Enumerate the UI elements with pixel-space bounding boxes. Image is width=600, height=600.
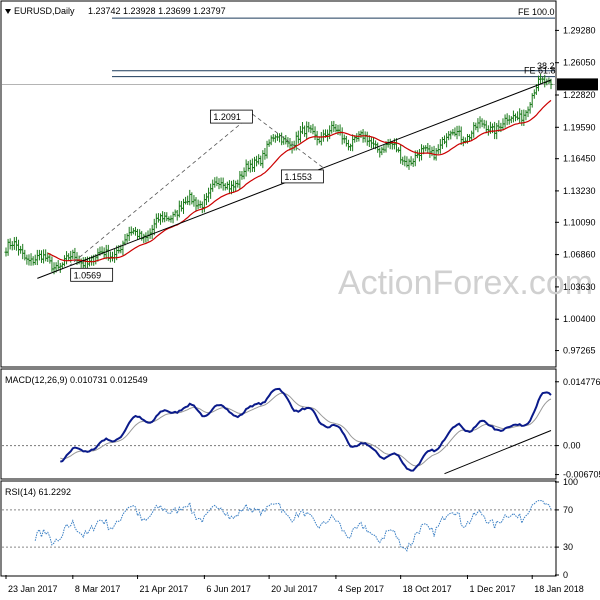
projection-line [252, 113, 324, 169]
macd-y-axis: 0.014776 0.00 -0.006705 [555, 377, 600, 480]
macd-panel: 0.014776 0.00 -0.006705 MACD(12,26,9) 0.01… [0, 368, 600, 480]
price-annotations: 1.0569 1.2091 1.1553 FE 100.0 FE 61.838.2 [70, 7, 556, 282]
x-tick-label: 18 Oct 2017 [403, 584, 452, 594]
macd-y-tick-label: 0.014776 [563, 377, 600, 387]
macd-signal-line [60, 392, 552, 467]
low-label-box [70, 267, 114, 282]
macd-y-tick-label: -0.006705 [563, 470, 600, 480]
low-label: 1.0569 [74, 270, 102, 280]
header-ohlc: 1.23742 1.23928 1.23699 1.23797 [88, 6, 226, 16]
high-label: 1.2091 [213, 112, 241, 122]
macd-panel-frame [0, 368, 557, 480]
dropdown-triangle-icon[interactable] [5, 9, 11, 14]
fib-lines [2, 17, 555, 85]
price-y-tick-label: 1.00400 [563, 314, 596, 324]
x-tick-label: 6 Jun 2017 [206, 584, 251, 594]
rsi-y-tick-label: 70 [563, 505, 573, 515]
low-label-box [280, 169, 324, 184]
current-price-label: 1.23797 [560, 79, 593, 89]
macd-lines [2, 387, 555, 475]
price-y-axis: 1.29280 1.26050 1.22820 1.19590 1.16450 1.132… [555, 25, 598, 356]
projection-line [68, 113, 253, 267]
low-label: 1.1553 [284, 172, 312, 182]
rsi-y-tick-label: 0 [563, 570, 568, 580]
high-label-box [209, 109, 253, 124]
x-tick-label: 18 Jan 2018 [534, 584, 584, 594]
rsi-lines [2, 500, 555, 552]
x-axis: 23 Jan 2017 8 Mar 2017 21 Apr 2017 6 Jun 20… [5, 575, 584, 594]
price-y-tick-label: 1.06860 [563, 250, 596, 260]
rsi-title: RSI(14) 61.2292 [5, 487, 71, 497]
price-panel-frame [0, 0, 557, 368]
x-tick-label: 23 Jan 2017 [8, 584, 58, 594]
current-price-marker [557, 78, 598, 91]
header-symbol: EURUSD,Daily [14, 6, 75, 16]
x-tick-label: 20 Jul 2017 [271, 584, 318, 594]
rsi-y-tick-label: 100 [563, 477, 578, 487]
macd-trendline [444, 430, 552, 475]
price-y-tick-label: 1.22820 [563, 90, 596, 100]
price-y-tick-label: 1.16450 [563, 154, 596, 164]
price-y-tick-label: 1.19590 [563, 122, 596, 132]
rsi-panel-frame [0, 480, 557, 577]
fib-label: FE 100.0 [518, 7, 555, 17]
price-y-tick-label: 1.13230 [563, 186, 596, 196]
rsi-panel: 100 70 30 0 RSI(14) 61.2292 [0, 477, 578, 580]
fib-label: 38.2 [537, 61, 555, 71]
x-tick-label: 21 Apr 2017 [140, 584, 189, 594]
rsi-y-tick-label: 30 [563, 542, 573, 552]
macd-title: MACD(12,26,9) 0.010731 0.012549 [5, 375, 148, 385]
price-y-tick-label: 1.10090 [563, 217, 596, 227]
x-tick-label: 1 Dec 2017 [469, 584, 515, 594]
moving-average-line [47, 99, 552, 263]
price-panel: ActionForex.com 1.29280 1.26050 1.22820 1.1… [0, 0, 598, 368]
price-y-tick-label: 1.26050 [563, 58, 596, 68]
price-y-tick-label: 1.29280 [563, 25, 596, 35]
macd-line [60, 387, 552, 472]
rsi-y-axis: 100 70 30 0 [555, 477, 578, 580]
macd-y-tick-label: 0.00 [563, 441, 581, 451]
chart-header: EURUSD,Daily 1.23742 1.23928 1.23699 1.2… [5, 6, 226, 16]
x-tick-label: 4 Sep 2017 [338, 584, 384, 594]
price-y-tick-label: 0.97265 [563, 346, 596, 356]
watermark: ActionForex.com [338, 264, 593, 302]
price-y-tick-label: 1.03630 [563, 282, 596, 292]
fib-label: FE 61.8 [524, 66, 556, 76]
x-tick-label: 8 Mar 2017 [75, 584, 121, 594]
